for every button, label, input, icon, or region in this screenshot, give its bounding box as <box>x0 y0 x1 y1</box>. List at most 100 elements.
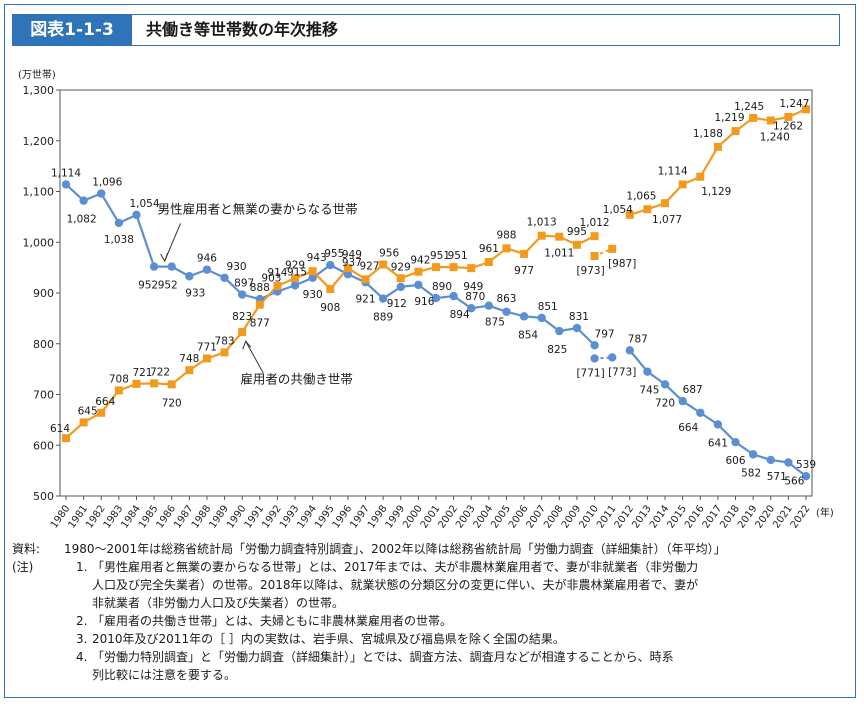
note-lead: (注) <box>12 560 34 574</box>
data-label: 1,054 <box>603 204 633 216</box>
data-point <box>378 294 388 303</box>
data-point <box>396 274 405 283</box>
data-point <box>150 379 159 388</box>
data-point <box>519 312 529 321</box>
bracket-label: [771] <box>576 367 604 379</box>
figure-notes: 資料: 1980～2001年は総務省統計局「労働力調査特別調査」、2002年以降… <box>12 540 852 684</box>
data-point <box>290 281 300 290</box>
note-item: 3. 2010年及び2011年の［ ］内の実数は、岩手県、宮城県及び福島県を除く… <box>12 630 852 648</box>
data-point <box>132 210 141 220</box>
data-label: 952 <box>138 280 158 292</box>
note-text: 列比較には注意を要する。 <box>92 668 237 682</box>
data-label: 914 <box>267 267 287 279</box>
data-label: 831 <box>569 311 589 323</box>
data-label: 745 <box>639 385 659 397</box>
data-label: 933 <box>185 287 205 299</box>
data-point <box>801 472 811 481</box>
note-number: 4. <box>76 650 88 664</box>
data-point <box>449 263 458 272</box>
data-point <box>79 418 88 427</box>
data-label: 1,077 <box>652 214 682 226</box>
note-text: 人口及び完全失業者）の世帯。2018年以降は、就業状態の分類区分の変更に伴い、夫… <box>92 578 699 592</box>
data-label: 571 <box>767 471 787 483</box>
data-label: 641 <box>708 437 728 449</box>
data-label: 1,012 <box>580 217 610 229</box>
data-label: 995 <box>567 226 587 238</box>
data-point <box>643 367 652 376</box>
y-tick-label: 500 <box>33 490 54 503</box>
data-label: 946 <box>197 253 217 265</box>
series-line <box>628 349 807 478</box>
data-point <box>326 284 335 293</box>
data-label: 956 <box>379 248 399 260</box>
y-tick-label: 1,100 <box>23 186 55 199</box>
data-point <box>167 380 176 389</box>
data-point <box>678 180 687 189</box>
data-point <box>749 113 758 122</box>
data-point <box>484 258 493 267</box>
data-point <box>237 290 247 299</box>
data-point <box>308 273 317 282</box>
note-source: 資料: 1980～2001年は総務省統計局「労働力調査特別調査」、2002年以降… <box>12 540 852 558</box>
figure-header: 図表1-1-3 共働き等世帯数の年次推移 <box>12 14 840 46</box>
y-tick-label: 1,000 <box>23 236 55 249</box>
data-point <box>291 274 300 283</box>
data-label: 664 <box>678 422 698 434</box>
data-label: 903 <box>261 272 281 284</box>
data-label: 921 <box>356 293 376 305</box>
bracket-point <box>590 354 599 363</box>
y-tick-label: 1,200 <box>23 135 55 148</box>
note-item: (注) 1. 「男性雇用者と無業の妻からなる世帯」とは、2017年までは、夫が非… <box>12 558 852 576</box>
annotation-arrowhead <box>160 252 169 263</box>
data-point <box>414 267 423 276</box>
y-tick-label: 700 <box>33 389 54 402</box>
data-label: 955 <box>324 248 344 260</box>
data-label: 894 <box>450 309 470 321</box>
data-label: 1,114 <box>658 165 688 177</box>
data-point <box>114 386 123 395</box>
data-point <box>731 438 740 447</box>
note-lead: 資料: <box>12 542 41 556</box>
y-tick-label: 800 <box>33 338 54 351</box>
data-point <box>784 458 793 467</box>
data-point <box>431 293 441 303</box>
data-label: 916 <box>414 296 434 308</box>
data-label: 1,114 <box>51 167 81 179</box>
data-point <box>660 380 670 389</box>
data-label: 797 <box>595 328 615 340</box>
data-point <box>167 262 176 271</box>
data-label: 929 <box>391 261 411 273</box>
data-point <box>97 408 106 417</box>
data-label: 952 <box>158 280 178 292</box>
data-label: 606 <box>726 455 746 467</box>
annotation-label: 雇用者の共働き世帯 <box>240 371 353 386</box>
data-label: 951 <box>430 250 450 262</box>
x-tick-label: 2022 <box>789 503 813 530</box>
bracket-point <box>590 251 599 260</box>
data-point <box>467 264 476 273</box>
data-label: 1,038 <box>104 234 134 246</box>
data-point <box>748 450 758 459</box>
note-number: 3. <box>76 632 88 646</box>
data-label: 708 <box>109 373 129 385</box>
data-label: 1,011 <box>544 248 574 260</box>
data-label: 915 <box>287 266 307 278</box>
data-point <box>502 307 511 316</box>
note-number: 1. <box>76 560 88 574</box>
data-point <box>731 127 740 136</box>
data-label: 863 <box>496 293 516 305</box>
annotation-arrowhead <box>242 340 252 350</box>
data-label: 825 <box>547 344 567 356</box>
data-label: 614 <box>50 423 70 435</box>
data-point <box>238 328 247 337</box>
figure-title-box: 共働き等世帯数の年次推移 <box>132 14 840 46</box>
data-label: 787 <box>628 333 648 345</box>
bracket-point <box>607 353 617 362</box>
data-point <box>572 240 581 249</box>
data-label: 720 <box>162 397 182 409</box>
data-label: 942 <box>410 255 430 267</box>
note-item: 非就業者（非労働力人口及び失業者）の世帯。 <box>12 594 852 612</box>
data-label: 1,082 <box>67 214 97 226</box>
data-label: 771 <box>197 341 217 353</box>
data-label: 930 <box>227 261 247 273</box>
